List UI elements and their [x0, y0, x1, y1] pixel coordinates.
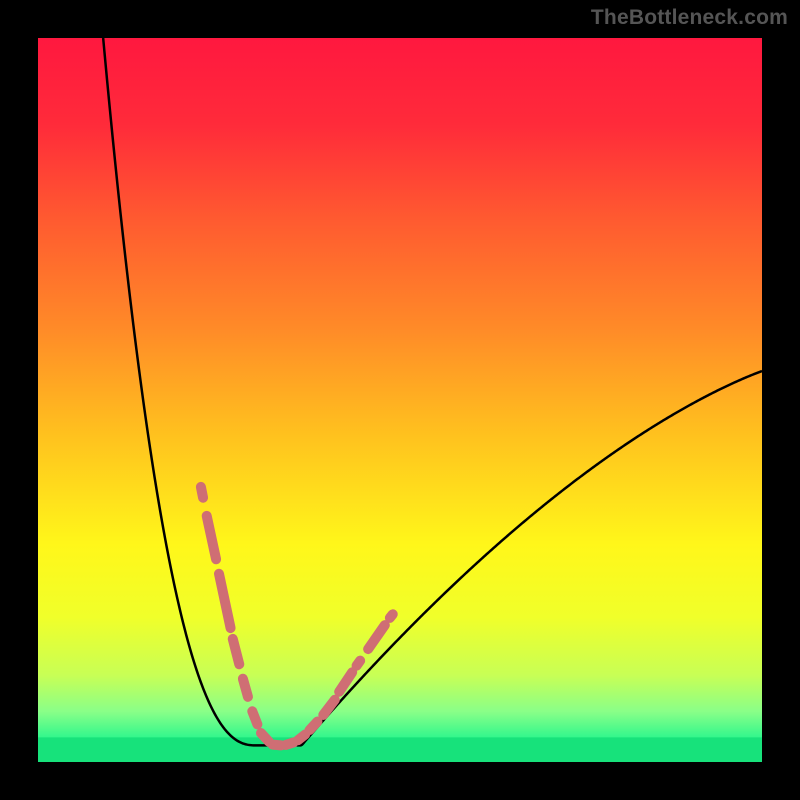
- marker-segment: [201, 487, 203, 498]
- marker-segment: [261, 733, 269, 742]
- marker-segment: [390, 614, 393, 618]
- watermark-label: TheBottleneck.com: [591, 6, 788, 30]
- plot-area: [38, 38, 762, 762]
- marker-segment: [273, 745, 282, 746]
- gradient-background: [38, 38, 762, 762]
- marker-segment: [252, 711, 257, 724]
- marker-segment: [243, 679, 248, 697]
- marker-segment: [357, 661, 361, 666]
- marker-segment: [298, 734, 305, 740]
- plot-svg: [38, 38, 762, 762]
- marker-segment: [310, 721, 318, 730]
- bottom-green-strip: [38, 737, 762, 762]
- outer-frame: TheBottleneck.com: [0, 0, 800, 800]
- marker-segment: [286, 742, 294, 745]
- marker-segment: [233, 639, 240, 664]
